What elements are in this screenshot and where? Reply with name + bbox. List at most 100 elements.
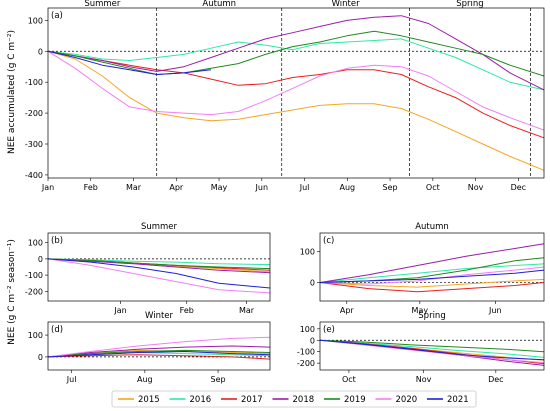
panel-title: Autumn — [415, 222, 449, 232]
series-2020 — [47, 50, 545, 131]
series-2018 — [319, 243, 545, 283]
axes-frame — [47, 232, 271, 302]
series-2019 — [47, 30, 545, 77]
axes-frame — [47, 321, 271, 371]
y-tick-label: 100 — [300, 248, 315, 257]
series-2020 — [47, 336, 271, 358]
series-2019 — [47, 349, 271, 358]
x-tick-label: Apr — [340, 306, 355, 315]
x-tick-label: Apr — [169, 183, 184, 192]
y-tick-label: -400 — [25, 171, 43, 180]
panel-label: (e) — [323, 325, 335, 335]
y-tick-label: -100 — [297, 348, 315, 357]
series-2021 — [47, 351, 271, 358]
series-2018 — [47, 345, 271, 358]
axes-frame — [319, 232, 545, 302]
x-tick-label: Sep — [211, 375, 226, 384]
series-2017 — [47, 50, 545, 139]
legend-label: 2015 — [138, 395, 160, 405]
x-tick-label: Feb — [180, 306, 194, 315]
x-tick-label: Sep — [383, 183, 398, 192]
y-tick-label: 0 — [38, 255, 43, 264]
x-tick-label: Aug — [137, 375, 153, 384]
x-tick-label: Oct — [342, 375, 356, 384]
legend-box — [111, 390, 477, 408]
x-tick-label: Dec — [511, 183, 526, 192]
y-tick-label: -200 — [297, 359, 315, 368]
x-tick-label: Aug — [339, 183, 355, 192]
x-tick-label: Dec — [488, 375, 503, 384]
x-tick-label: May — [211, 183, 228, 192]
series-2016 — [319, 263, 545, 283]
series-2021 — [319, 339, 545, 361]
panel-b: -200 -100 0 100 Jan Feb Mar (b) Summer — [25, 222, 271, 315]
panel-title: Winter — [145, 311, 174, 321]
series-2017 — [47, 354, 271, 360]
panel-title: Spring — [418, 311, 445, 321]
y-tick-label: -300 — [25, 140, 43, 149]
x-tick-label: Jan — [113, 306, 126, 315]
y-tick-label: 0 — [38, 47, 43, 56]
axes-frame — [319, 321, 545, 371]
legend: 2015 2016 2017 2018 2019 2020 2021 — [111, 390, 477, 408]
season-label: Summer — [84, 0, 121, 9]
axes-frame — [47, 7, 545, 179]
y-tick-label: 0 — [38, 353, 43, 362]
y-tick-label: 0 — [310, 278, 315, 287]
y-tick-label: -200 — [25, 287, 43, 296]
y-tick-label: -100 — [25, 271, 43, 280]
panel-label: (c) — [323, 236, 334, 246]
y-tick-label: 0 — [310, 336, 315, 345]
legend-label: 2020 — [396, 395, 418, 405]
y-tick-label: 100 — [28, 239, 43, 248]
panel-e: -200 -100 0 100 Oct Nov Dec (e) Spring — [297, 311, 545, 384]
y-tick-label: 100 — [300, 325, 315, 334]
upper-ylabel: NEE accumulated (g C m⁻²) — [7, 30, 17, 154]
series-2020 — [47, 258, 271, 294]
panel-a: Summer Autumn Winter Spring -400 -300 -200 -100… — [25, 0, 545, 192]
legend-label: 2016 — [190, 395, 212, 405]
series-2016 — [47, 38, 545, 91]
series-2021 — [47, 50, 212, 75]
panel-d: 0 100 Jul Aug Sep (d) Winter — [28, 311, 271, 384]
season-label: Spring — [456, 0, 483, 9]
x-tick-label: Jul — [66, 375, 77, 384]
panel-c: 0 100 Apr May Jun (c) Autumn — [300, 222, 545, 315]
series-2018 — [47, 258, 271, 274]
season-label: Winter — [332, 0, 361, 9]
season-label: Autumn — [202, 0, 236, 9]
x-tick-label: Oct — [426, 183, 440, 192]
series-2021 — [319, 269, 545, 283]
x-tick-label: Nov — [468, 183, 484, 192]
y-tick-label: 100 — [28, 331, 43, 340]
y-tick-label: -100 — [25, 78, 43, 87]
legend-label: 2021 — [447, 395, 469, 405]
series-2021 — [47, 258, 271, 289]
x-tick-label: Feb — [84, 183, 98, 192]
series-2015 — [47, 50, 545, 171]
series-2018 — [47, 15, 545, 91]
panel-label: (a) — [51, 11, 63, 21]
lower-ylabel: NEE (g C m⁻² season⁻¹) — [7, 239, 17, 345]
y-tick-label: -200 — [25, 109, 43, 118]
series-2017 — [319, 282, 545, 293]
x-tick-label: Jul — [299, 183, 310, 192]
x-tick-label: Mar — [126, 183, 142, 192]
panel-label: (b) — [51, 236, 63, 246]
x-tick-label: Nov — [416, 375, 432, 384]
panel-title: Summer — [141, 222, 178, 232]
series-2019 — [47, 258, 271, 270]
x-tick-label: Mar — [239, 306, 255, 315]
y-tick-label: 100 — [28, 16, 43, 25]
legend-label: 2017 — [241, 395, 263, 405]
x-tick-label: Jun — [255, 183, 269, 192]
series-2015 — [319, 278, 545, 288]
legend-label: 2019 — [344, 395, 366, 405]
x-tick-label: Jun — [488, 306, 502, 315]
series-2016 — [47, 258, 271, 266]
x-tick-label: Jan — [41, 183, 54, 192]
panel-label: (d) — [51, 325, 63, 335]
legend-label: 2018 — [293, 395, 315, 405]
series-2019 — [319, 339, 545, 353]
